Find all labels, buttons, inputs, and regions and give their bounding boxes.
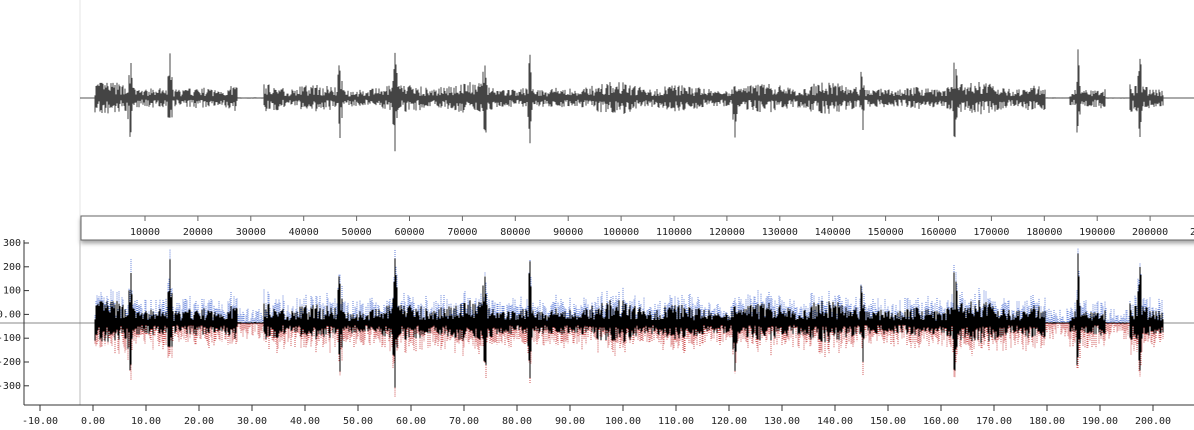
ruler-label: 30000 — [236, 227, 266, 238]
ruler-label: 100000 — [603, 227, 639, 238]
ruler-label: 10000 — [130, 227, 160, 238]
time-label: -10.00 — [22, 416, 58, 427]
ruler-label: 190000 — [1079, 227, 1115, 238]
ruler-label: 40000 — [289, 227, 319, 238]
detail-waveform — [94, 253, 1164, 388]
ruler-label: 180000 — [1026, 227, 1062, 238]
time-label: 120.00 — [711, 416, 747, 427]
ruler-label: 130000 — [762, 227, 798, 238]
amplitude-label: 300 — [3, 238, 21, 249]
ruler-label: 200000 — [1132, 227, 1168, 238]
time-label: 0.00 — [81, 416, 105, 427]
ruler-label: 80000 — [500, 227, 530, 238]
amplitude-label: -200 — [0, 357, 21, 368]
time-label: 160.00 — [923, 416, 959, 427]
time-label: 50.00 — [343, 416, 373, 427]
ruler-label: 50000 — [342, 227, 372, 238]
time-label: 10.00 — [131, 416, 161, 427]
negative-peaks — [94, 323, 1164, 398]
time-label: 100.00 — [605, 416, 641, 427]
time-label: 180.00 — [1029, 416, 1065, 427]
ruler-label: 110000 — [656, 227, 692, 238]
ruler-label: 60000 — [394, 227, 424, 238]
ruler-label: 2 — [1190, 227, 1194, 238]
ruler-label: 120000 — [709, 227, 745, 238]
sample-ruler — [80, 215, 1194, 241]
overview-waveform — [94, 49, 1164, 152]
ruler-label: 160000 — [920, 227, 956, 238]
time-label: 70.00 — [449, 416, 479, 427]
amplitude-label: 0.00 — [0, 309, 21, 320]
amplitude-label: -300 — [0, 381, 21, 392]
time-label: 60.00 — [396, 416, 426, 427]
ruler-label: 90000 — [553, 227, 583, 238]
amplitude-label: -100 — [0, 333, 21, 344]
time-label: 140.00 — [817, 416, 853, 427]
time-label: 30.00 — [237, 416, 267, 427]
ruler-label: 70000 — [447, 227, 477, 238]
time-label: 80.00 — [502, 416, 532, 427]
ruler-label: 170000 — [973, 227, 1009, 238]
time-label: 40.00 — [290, 416, 320, 427]
time-label: 20.00 — [184, 416, 214, 427]
ruler-label: 140000 — [815, 227, 851, 238]
time-label: 150.00 — [870, 416, 906, 427]
time-label: 200.00 — [1135, 416, 1171, 427]
time-label: 190.00 — [1082, 416, 1118, 427]
time-label: 130.00 — [764, 416, 800, 427]
positive-peaks — [94, 248, 1164, 323]
ruler-label: 150000 — [868, 227, 904, 238]
time-label: 90.00 — [555, 416, 585, 427]
time-label: 170.00 — [976, 416, 1012, 427]
amplitude-label: 100 — [3, 286, 21, 297]
amplitude-label: 200 — [3, 262, 21, 273]
ruler-label: 20000 — [183, 227, 213, 238]
overview-panel — [79, 0, 1194, 240]
time-label: 110.00 — [658, 416, 694, 427]
